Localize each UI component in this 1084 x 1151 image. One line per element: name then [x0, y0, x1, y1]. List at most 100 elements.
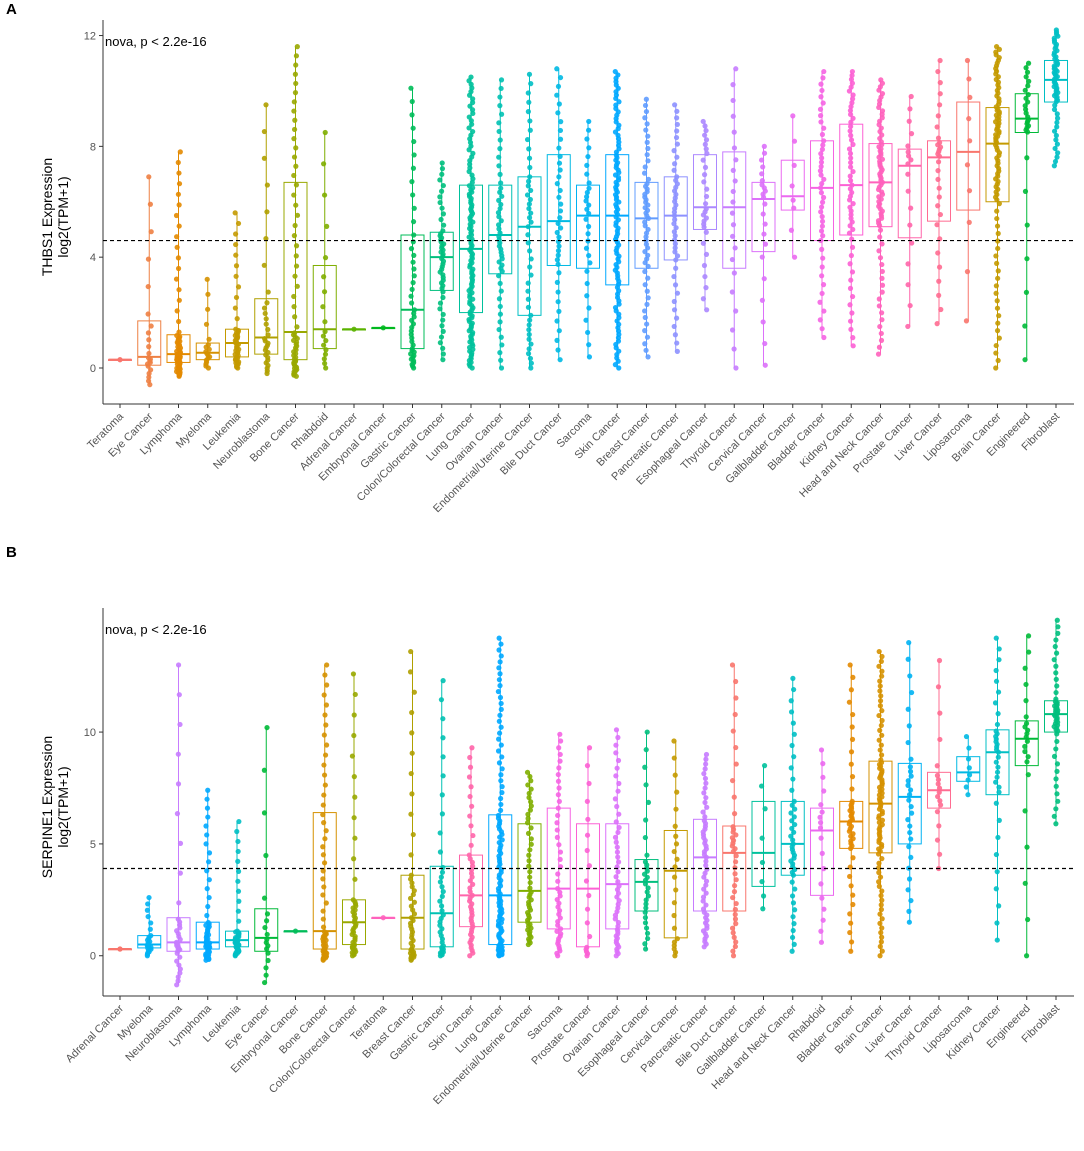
panel-a-point: [819, 290, 825, 297]
panel-a-point: [233, 326, 239, 332]
panel-b-point: [203, 841, 209, 847]
panel-a-point: [1054, 119, 1060, 126]
panel-a-point: [496, 120, 502, 126]
panel-b-point: [498, 724, 504, 730]
panel-a-point: [322, 360, 328, 367]
panel-b-point: [908, 836, 914, 842]
panel-a-point: [879, 275, 885, 281]
panel-a-point: [937, 211, 943, 218]
panel-b-point: [1051, 657, 1057, 663]
panel-a-series-skin-cancer: [605, 68, 630, 371]
panel-b-point: [643, 901, 649, 907]
panel-a-point: [320, 333, 326, 339]
panel-b-point: [324, 742, 330, 748]
panel-b-point: [879, 732, 885, 738]
panel-b-point: [788, 833, 794, 839]
panel-a-point: [935, 113, 941, 119]
panel-b-point: [528, 889, 534, 895]
panel-b-point: [584, 763, 591, 769]
panel-a-point: [554, 181, 560, 187]
panel-a-point: [556, 308, 562, 314]
panel-b-point: [671, 912, 677, 919]
panel-b-point: [995, 711, 1001, 717]
panel-a-point: [644, 139, 650, 145]
panel-a-point: [673, 265, 679, 271]
panel-a-point: [1025, 60, 1032, 66]
panel-a-point: [204, 276, 210, 282]
panel-a-point: [265, 326, 271, 333]
panel-a-point: [1052, 145, 1058, 152]
panel-a-point: [616, 99, 622, 105]
panel-b-point: [849, 736, 856, 742]
panel-b-point: [497, 659, 503, 665]
panel-b-point: [613, 742, 619, 748]
panel-a-point: [967, 138, 973, 144]
panel-b-point: [643, 747, 649, 753]
panel-b-point: [878, 757, 884, 763]
panel-a-point: [584, 206, 590, 212]
panel-a-point: [173, 212, 180, 219]
panel-b-point: [730, 948, 736, 954]
panel-b-point: [732, 916, 739, 922]
panel-a-series-lung-cancer: [459, 74, 483, 371]
panel-b-point: [935, 781, 941, 787]
panel-b-point: [585, 816, 591, 822]
panel-b-point: [528, 786, 534, 792]
panel-b-point: [614, 849, 621, 855]
panel-b-point: [643, 817, 649, 823]
panel-b-point: [792, 806, 798, 812]
panel-b-point: [554, 897, 560, 903]
panel-a-point: [703, 206, 709, 212]
panel-a-point: [966, 219, 972, 225]
panel-b-point: [790, 776, 796, 782]
panel-b-point: [496, 677, 502, 683]
panel-a-point: [496, 128, 502, 135]
panel-a-point: [877, 234, 883, 240]
panel-b-stat-annotation: nova, p < 2.2e-16: [105, 622, 207, 637]
panel-a-point: [730, 188, 736, 195]
panel-a-point: [497, 103, 503, 109]
panel-b-series-brain-cancer: [868, 648, 893, 959]
panel-a-point: [848, 155, 854, 161]
panel-b-point: [176, 962, 182, 968]
panel-b-point: [1025, 916, 1031, 923]
panel-a-point: [645, 133, 651, 139]
panel-a-point: [497, 205, 503, 212]
panel-a-point: [322, 255, 329, 261]
panel-a-point: [821, 334, 827, 341]
panel-b-point: [643, 782, 649, 788]
panel-b-point: [879, 708, 885, 714]
panel-a-point: [818, 119, 824, 125]
panel-b-point: [351, 774, 357, 780]
panel-b-point: [498, 795, 504, 802]
panel-a-point: [293, 62, 299, 68]
panel-b-point: [206, 877, 212, 883]
panel-b-point: [468, 784, 474, 790]
panel-a-point: [1022, 87, 1028, 93]
panel-b-point: [789, 948, 795, 954]
panel-a-point: [674, 121, 680, 128]
panel-a-point: [993, 365, 999, 371]
panel-a-point: [644, 321, 650, 327]
panel-b-point: [702, 785, 708, 791]
panel-a-point: [525, 183, 531, 189]
panel-b-point: [936, 785, 943, 791]
panel-a-point: [292, 273, 298, 279]
panel-a-point: [821, 68, 827, 75]
panel-a-point: [846, 146, 853, 152]
panel-b-point: [789, 934, 796, 941]
panel-a-point: [498, 201, 504, 208]
panel-a-point: [643, 108, 650, 115]
panel-b-point: [908, 897, 914, 904]
panel-a-point: [293, 145, 299, 151]
panel-b-point: [907, 768, 914, 775]
panel-b-point: [789, 787, 795, 793]
panel-a-point: [1054, 111, 1060, 117]
panel-b-point: [848, 687, 854, 693]
panel-a-point: [554, 337, 560, 343]
panel-b-point: [177, 954, 183, 960]
panel-b-point: [321, 792, 327, 798]
panel-a-point: [759, 171, 765, 177]
panel-a-point: [879, 317, 885, 323]
panel-b-point: [525, 815, 531, 822]
